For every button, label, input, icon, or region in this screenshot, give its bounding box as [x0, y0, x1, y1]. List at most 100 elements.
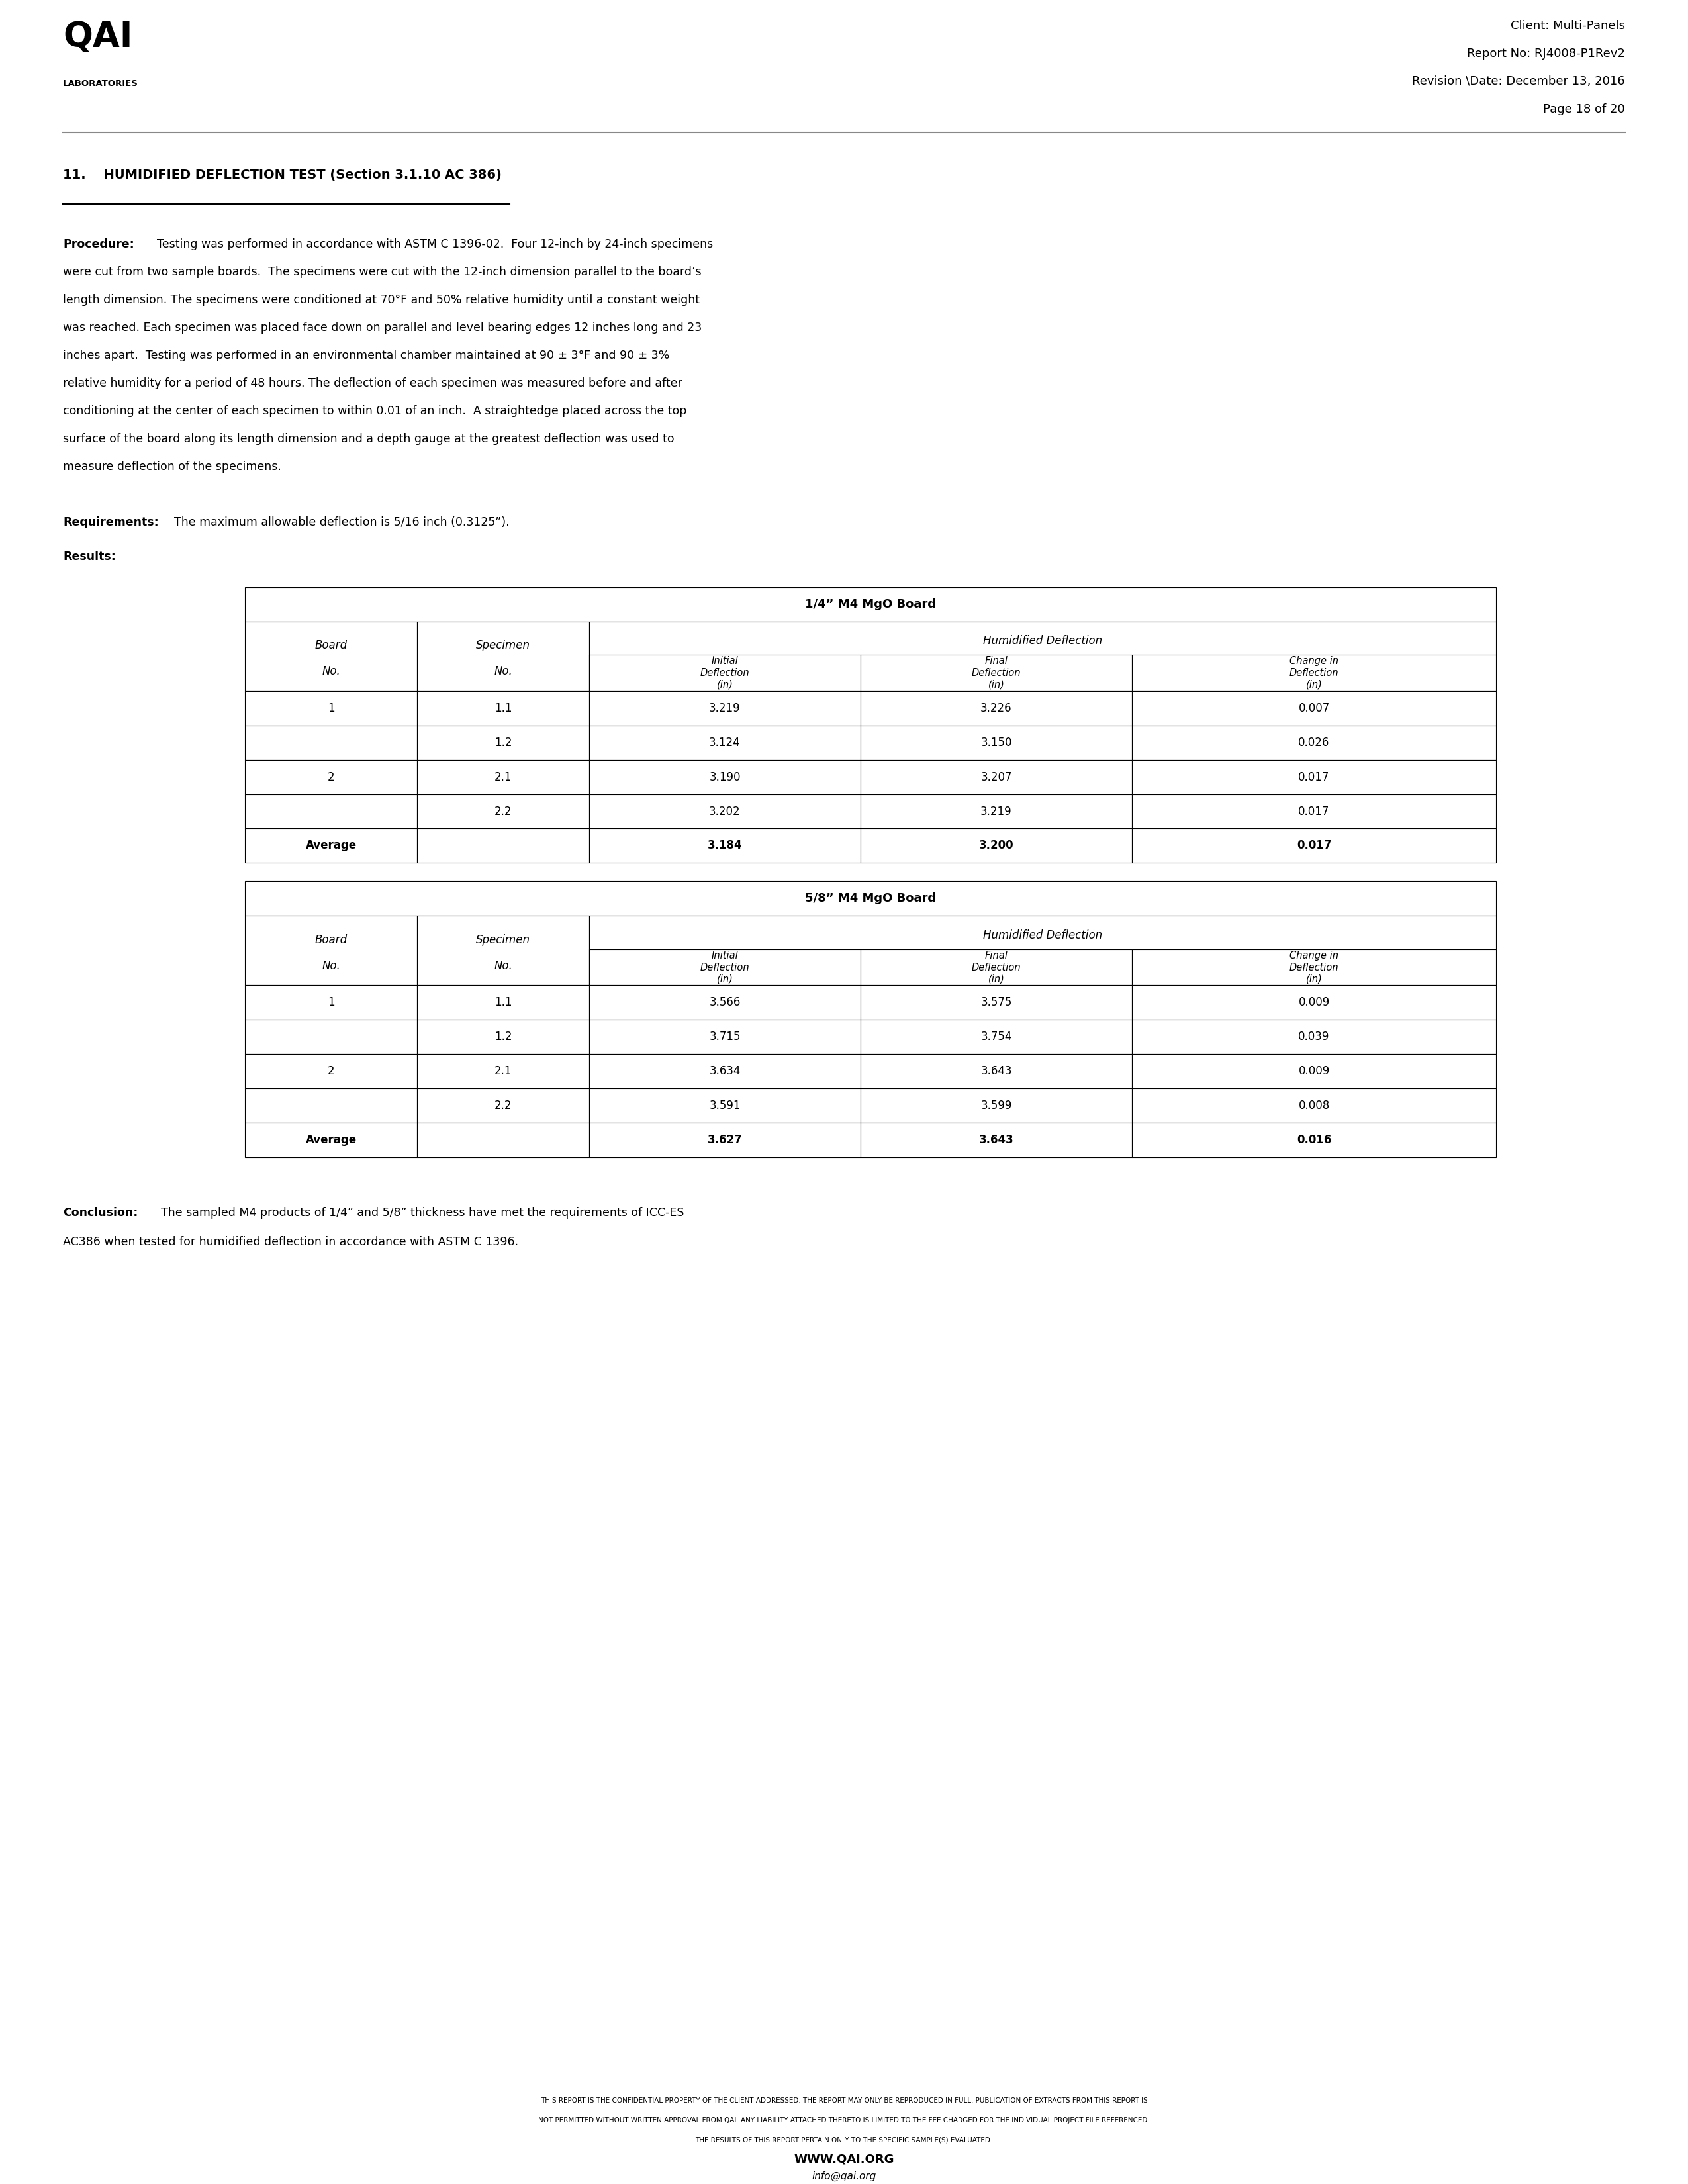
Bar [589, 760, 861, 795]
Text: 2: 2 [327, 1066, 334, 1077]
Bar [245, 1055, 417, 1088]
Text: relative humidity for a period of 48 hours. The deflection of each specimen was : relative humidity for a period of 48 hou… [62, 378, 682, 389]
Text: The sampled M4 products of 1/4” and 5/8” thickness have met the requirements of : The sampled M4 products of 1/4” and 5/8”… [160, 1208, 684, 1219]
Text: 1/4” M4 MgO Board: 1/4” M4 MgO Board [805, 598, 937, 609]
Bar [1133, 1123, 1496, 1158]
Text: 1: 1 [327, 996, 334, 1009]
Text: Testing was performed in accordance with ASTM C 1396-02.  Four 12-inch by 24-inc: Testing was performed in accordance with… [157, 238, 712, 251]
Bar [417, 1055, 589, 1088]
Bar [589, 690, 861, 725]
Text: 3.575: 3.575 [981, 996, 1011, 1009]
Text: 0.017: 0.017 [1298, 806, 1330, 817]
Text: No.: No. [322, 961, 341, 972]
Bar [589, 622, 1496, 690]
Bar [861, 760, 1133, 795]
Text: Humidified Deflection: Humidified Deflection [982, 636, 1102, 646]
Bar [861, 950, 1133, 985]
Text: Final
Deflection
(in): Final Deflection (in) [972, 950, 1021, 983]
Text: 2.1: 2.1 [495, 1066, 511, 1077]
Bar [589, 985, 861, 1020]
Bar [589, 1020, 861, 1055]
Text: 3.754: 3.754 [981, 1031, 1011, 1044]
Text: 3.124: 3.124 [709, 736, 741, 749]
Text: 5/8” M4 MgO Board: 5/8” M4 MgO Board [805, 893, 937, 904]
Text: 3.200: 3.200 [979, 841, 1014, 852]
Text: Page 18 of 20: Page 18 of 20 [1543, 103, 1626, 116]
Bar [589, 1088, 861, 1123]
Text: conditioning at the center of each specimen to within 0.01 of an inch.  A straig: conditioning at the center of each speci… [62, 404, 687, 417]
Text: Final
Deflection
(in): Final Deflection (in) [972, 657, 1021, 690]
Text: 2.2: 2.2 [495, 806, 511, 817]
Text: Revision \Date: December 13, 2016: Revision \Date: December 13, 2016 [1413, 76, 1626, 87]
Text: 0.008: 0.008 [1298, 1101, 1330, 1112]
Bar [861, 1020, 1133, 1055]
Bar [1133, 985, 1496, 1020]
Text: 3.202: 3.202 [709, 806, 741, 817]
Bar [245, 915, 417, 985]
Text: length dimension. The specimens were conditioned at 70°F and 50% relative humidi: length dimension. The specimens were con… [62, 295, 701, 306]
Text: surface of the board along its length dimension and a depth gauge at the greates: surface of the board along its length di… [62, 432, 674, 446]
Text: 0.039: 0.039 [1298, 1031, 1330, 1044]
Bar [861, 725, 1133, 760]
Text: Specimen: Specimen [476, 640, 530, 651]
Text: 0.017: 0.017 [1296, 841, 1332, 852]
Text: Humidified Deflection: Humidified Deflection [982, 930, 1102, 941]
Text: 3.591: 3.591 [709, 1101, 741, 1112]
Bar [245, 690, 417, 725]
Bar [1133, 828, 1496, 863]
Bar [861, 795, 1133, 828]
Bar [589, 915, 1496, 985]
Text: WWW.QAI.ORG: WWW.QAI.ORG [793, 2153, 895, 2164]
Bar [1133, 1020, 1496, 1055]
Bar [245, 1088, 417, 1123]
Bar [417, 1088, 589, 1123]
Bar [861, 1123, 1133, 1158]
Text: Initial
Deflection
(in): Initial Deflection (in) [701, 950, 749, 983]
Text: No.: No. [322, 666, 341, 677]
Text: 11.    HUMIDIFIED DEFLECTION TEST (Section 3.1.10 AC 386): 11. HUMIDIFIED DEFLECTION TEST (Section … [62, 168, 501, 181]
Bar [589, 1123, 861, 1158]
Bar [417, 1020, 589, 1055]
Text: Conclusion:: Conclusion: [62, 1208, 138, 1219]
Text: Client: Multi-Panels: Client: Multi-Panels [1511, 20, 1626, 33]
Text: Specimen: Specimen [476, 935, 530, 946]
Text: 3.219: 3.219 [709, 701, 741, 714]
Text: Report No: RJ4008-P1Rev2: Report No: RJ4008-P1Rev2 [1467, 48, 1626, 59]
Text: 3.643: 3.643 [979, 1133, 1014, 1147]
Text: was reached. Each specimen was placed face down on parallel and level bearing ed: was reached. Each specimen was placed fa… [62, 321, 702, 334]
Bar [245, 795, 417, 828]
Text: 3.190: 3.190 [709, 771, 741, 782]
Text: inches apart.  Testing was performed in an environmental chamber maintained at 9: inches apart. Testing was performed in a… [62, 349, 670, 360]
Text: Initial
Deflection
(in): Initial Deflection (in) [701, 657, 749, 690]
Bar [1133, 950, 1496, 985]
Text: Board: Board [314, 935, 348, 946]
Bar [861, 985, 1133, 1020]
Text: 0.016: 0.016 [1296, 1133, 1332, 1147]
Bar [245, 622, 417, 690]
Text: Change in
Deflection
(in): Change in Deflection (in) [1290, 657, 1339, 690]
Bar [245, 985, 417, 1020]
Bar [417, 828, 589, 863]
Text: Requirements:: Requirements: [62, 515, 159, 529]
Text: THIS REPORT IS THE CONFIDENTIAL PROPERTY OF THE CLIENT ADDRESSED. THE REPORT MAY: THIS REPORT IS THE CONFIDENTIAL PROPERTY… [540, 2097, 1148, 2103]
Bar [589, 725, 861, 760]
Text: LABORATORIES: LABORATORIES [62, 79, 138, 87]
Bar [1133, 725, 1496, 760]
Text: 3.634: 3.634 [709, 1066, 741, 1077]
Text: 3.715: 3.715 [709, 1031, 741, 1044]
Text: 1.2: 1.2 [495, 1031, 511, 1044]
Bar [417, 795, 589, 828]
Bar [245, 882, 1496, 915]
Text: No.: No. [495, 666, 511, 677]
Text: 0.007: 0.007 [1298, 701, 1330, 714]
Bar [417, 725, 589, 760]
Bar [589, 655, 861, 690]
Text: 3.184: 3.184 [707, 841, 743, 852]
Bar [417, 760, 589, 795]
Text: 0.009: 0.009 [1298, 1066, 1330, 1077]
Text: QAI: QAI [62, 20, 133, 55]
Bar [417, 1123, 589, 1158]
Bar [1133, 1055, 1496, 1088]
Text: Average: Average [306, 1133, 356, 1147]
Text: 1.1: 1.1 [495, 996, 511, 1009]
